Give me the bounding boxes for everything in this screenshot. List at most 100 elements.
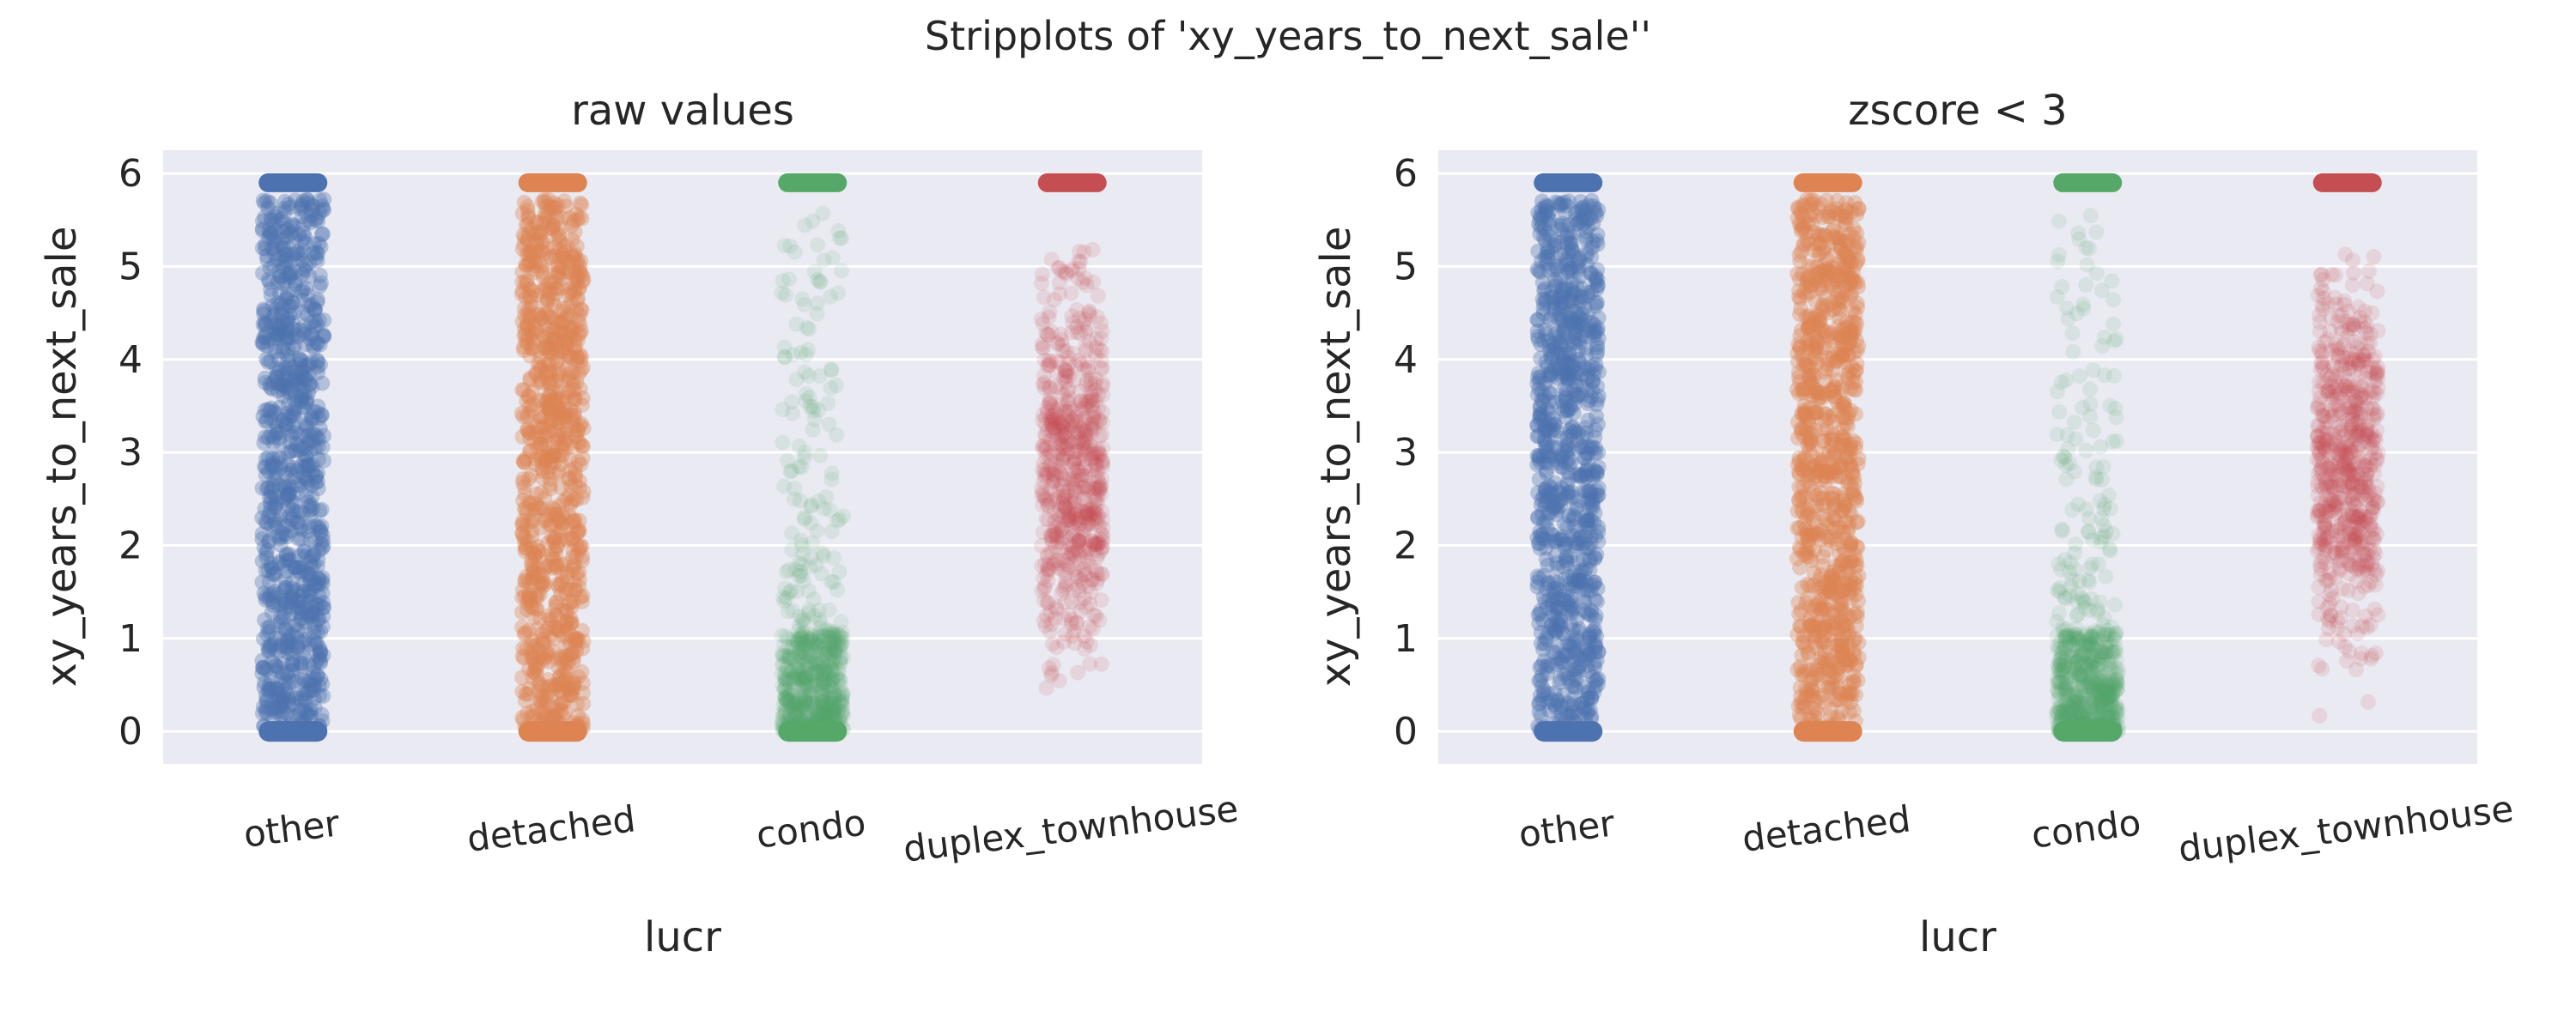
point <box>284 654 301 670</box>
point <box>283 627 300 643</box>
point <box>519 602 535 618</box>
point <box>309 209 325 226</box>
point <box>1807 405 1823 421</box>
point <box>313 239 329 255</box>
point <box>1558 229 1575 245</box>
point <box>302 457 319 474</box>
point <box>283 584 300 600</box>
point <box>268 492 284 508</box>
point <box>309 336 325 352</box>
point <box>254 213 270 229</box>
point <box>1837 568 1853 585</box>
point <box>312 356 328 373</box>
point <box>1844 535 1860 551</box>
point <box>285 407 301 423</box>
point <box>292 676 308 693</box>
point <box>266 209 283 225</box>
point <box>788 316 805 332</box>
point <box>1817 227 1833 244</box>
point <box>298 281 314 297</box>
point <box>266 516 283 532</box>
point <box>305 682 321 699</box>
point <box>265 471 282 488</box>
point <box>270 275 286 291</box>
point <box>1549 656 1565 672</box>
point <box>280 196 296 212</box>
point <box>302 215 319 231</box>
point <box>312 597 328 613</box>
point <box>301 583 318 599</box>
point <box>1814 264 1830 280</box>
point <box>254 574 270 591</box>
strip-other <box>254 191 332 742</box>
point <box>280 286 296 302</box>
point <box>303 559 319 575</box>
point <box>264 458 280 475</box>
point <box>263 670 279 687</box>
point <box>260 271 276 288</box>
point <box>1836 209 1852 225</box>
point <box>1549 275 1565 291</box>
point <box>256 631 272 647</box>
point <box>296 702 313 718</box>
point <box>560 300 576 316</box>
point <box>1551 617 1567 633</box>
point <box>277 360 294 376</box>
point <box>285 508 301 524</box>
point <box>288 616 304 633</box>
point <box>308 634 325 651</box>
point <box>281 669 297 685</box>
point <box>301 367 317 383</box>
point <box>299 598 315 615</box>
point <box>305 548 321 564</box>
point <box>301 594 318 610</box>
point <box>1531 704 1547 720</box>
point <box>294 605 310 621</box>
point <box>1529 447 1546 464</box>
point <box>307 700 323 716</box>
point <box>1578 347 1595 363</box>
point <box>285 618 301 634</box>
point <box>1039 404 1055 421</box>
point <box>1034 266 1050 282</box>
point <box>277 600 294 616</box>
point <box>533 436 550 452</box>
point <box>262 681 278 697</box>
point <box>295 380 311 397</box>
point <box>299 373 315 389</box>
point <box>264 594 281 610</box>
point <box>294 246 310 263</box>
point <box>275 343 291 360</box>
point <box>280 311 296 327</box>
point <box>281 396 297 412</box>
point <box>271 285 288 301</box>
point <box>264 566 281 582</box>
point <box>1044 636 1060 652</box>
point <box>268 657 284 674</box>
point <box>311 520 327 536</box>
point <box>260 480 276 496</box>
point <box>313 275 329 291</box>
point <box>296 323 313 339</box>
point <box>516 194 532 210</box>
point <box>273 211 289 227</box>
point <box>286 662 302 678</box>
point <box>1581 663 1597 680</box>
point <box>255 334 271 350</box>
point <box>283 462 300 478</box>
point <box>301 498 318 514</box>
point <box>1036 289 1052 306</box>
point <box>289 485 306 501</box>
point <box>254 553 270 569</box>
point <box>1797 420 1814 436</box>
point <box>268 205 284 221</box>
point <box>293 519 309 536</box>
point <box>276 582 293 598</box>
point <box>799 645 815 662</box>
point <box>286 409 302 425</box>
point <box>276 620 293 636</box>
point <box>298 428 314 445</box>
point <box>1845 433 1862 449</box>
point <box>280 352 296 368</box>
point <box>1042 391 1058 407</box>
